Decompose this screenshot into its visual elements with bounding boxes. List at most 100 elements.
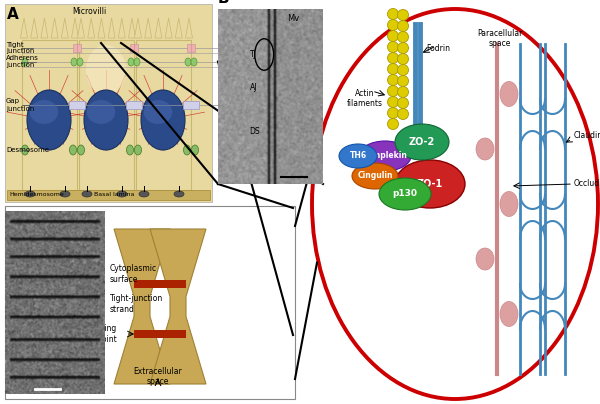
Ellipse shape bbox=[139, 191, 149, 197]
Polygon shape bbox=[175, 18, 182, 38]
Bar bbox=[7, 190, 210, 200]
Ellipse shape bbox=[22, 58, 28, 66]
Ellipse shape bbox=[174, 191, 184, 197]
Ellipse shape bbox=[500, 301, 518, 326]
Polygon shape bbox=[150, 229, 206, 384]
Circle shape bbox=[388, 8, 398, 19]
Ellipse shape bbox=[339, 144, 377, 168]
Text: ZO-2: ZO-2 bbox=[409, 137, 435, 147]
Ellipse shape bbox=[233, 145, 239, 155]
Bar bbox=[134, 280, 186, 288]
Polygon shape bbox=[20, 18, 28, 38]
Bar bbox=[134, 330, 186, 338]
Circle shape bbox=[388, 53, 398, 63]
Bar bbox=[79, 40, 134, 190]
Text: Microvilli: Microvilli bbox=[72, 8, 106, 17]
Text: TJ: TJ bbox=[250, 50, 256, 59]
Ellipse shape bbox=[395, 124, 449, 160]
Polygon shape bbox=[71, 18, 79, 38]
Bar bbox=[183, 101, 199, 109]
Text: TH6: TH6 bbox=[349, 152, 367, 160]
Ellipse shape bbox=[27, 90, 71, 150]
Text: A: A bbox=[7, 7, 19, 22]
Polygon shape bbox=[108, 18, 115, 38]
Bar bbox=[69, 101, 85, 109]
Polygon shape bbox=[41, 18, 48, 38]
Text: Tight-junction
strand: Tight-junction strand bbox=[110, 294, 163, 314]
Bar bbox=[136, 40, 191, 190]
Bar bbox=[187, 44, 191, 52]
Circle shape bbox=[388, 63, 398, 74]
Ellipse shape bbox=[127, 145, 133, 155]
Circle shape bbox=[398, 65, 409, 76]
Ellipse shape bbox=[60, 191, 70, 197]
Circle shape bbox=[398, 53, 409, 65]
Text: Kissing
point: Kissing point bbox=[90, 324, 117, 344]
Ellipse shape bbox=[134, 145, 142, 155]
Text: p130: p130 bbox=[392, 189, 418, 198]
Text: AJ: AJ bbox=[250, 83, 257, 92]
Bar bbox=[5, 4, 212, 202]
Ellipse shape bbox=[476, 248, 494, 270]
Polygon shape bbox=[77, 18, 85, 38]
Text: Extracellular
space: Extracellular space bbox=[134, 366, 182, 386]
Bar bbox=[77, 44, 81, 52]
Text: Paracellular
space: Paracellular space bbox=[478, 29, 523, 48]
Text: Occludin: Occludin bbox=[574, 179, 600, 189]
Ellipse shape bbox=[141, 90, 185, 150]
Ellipse shape bbox=[352, 163, 398, 189]
Bar bbox=[134, 44, 138, 52]
Circle shape bbox=[398, 76, 409, 86]
Text: Actin
filaments: Actin filaments bbox=[347, 89, 383, 108]
Ellipse shape bbox=[77, 58, 83, 66]
Ellipse shape bbox=[87, 100, 115, 124]
Polygon shape bbox=[165, 18, 172, 38]
Text: DS: DS bbox=[250, 127, 260, 136]
Ellipse shape bbox=[184, 145, 191, 155]
Polygon shape bbox=[98, 18, 105, 38]
Ellipse shape bbox=[77, 145, 85, 155]
Polygon shape bbox=[118, 18, 125, 38]
Ellipse shape bbox=[86, 45, 126, 95]
Text: B: B bbox=[218, 0, 230, 6]
Circle shape bbox=[388, 107, 398, 118]
Text: Cytoplasmic
surface: Cytoplasmic surface bbox=[110, 264, 157, 284]
Bar bbox=[5, 206, 295, 399]
Ellipse shape bbox=[500, 191, 518, 217]
Ellipse shape bbox=[312, 9, 598, 399]
Text: Claudin: Claudin bbox=[574, 131, 600, 141]
Text: Cingulin: Cingulin bbox=[357, 172, 393, 181]
Text: Desmosome: Desmosome bbox=[6, 147, 49, 153]
Ellipse shape bbox=[30, 100, 58, 124]
Polygon shape bbox=[114, 229, 170, 384]
Polygon shape bbox=[88, 18, 95, 38]
Ellipse shape bbox=[191, 145, 199, 155]
Text: Hemidesmosome: Hemidesmosome bbox=[10, 192, 64, 198]
Circle shape bbox=[398, 86, 409, 97]
Text: Tight
junction: Tight junction bbox=[6, 42, 34, 55]
Ellipse shape bbox=[84, 90, 128, 150]
Bar bbox=[218, 9, 323, 184]
Circle shape bbox=[388, 97, 398, 107]
Text: Fodrin: Fodrin bbox=[426, 44, 450, 53]
Ellipse shape bbox=[395, 160, 465, 208]
Text: ZO-1: ZO-1 bbox=[417, 179, 443, 189]
Circle shape bbox=[388, 30, 398, 42]
Bar bbox=[191, 44, 195, 52]
Ellipse shape bbox=[359, 141, 411, 171]
Ellipse shape bbox=[128, 58, 134, 66]
Polygon shape bbox=[145, 18, 152, 38]
Circle shape bbox=[398, 32, 409, 42]
Circle shape bbox=[398, 97, 409, 109]
Polygon shape bbox=[31, 18, 38, 38]
Ellipse shape bbox=[22, 145, 29, 155]
Circle shape bbox=[398, 109, 409, 120]
Bar bbox=[130, 44, 134, 52]
Text: Adherens
junction: Adherens junction bbox=[6, 55, 39, 69]
Circle shape bbox=[388, 42, 398, 53]
Bar bbox=[22, 40, 77, 190]
Ellipse shape bbox=[134, 58, 140, 66]
Ellipse shape bbox=[25, 191, 35, 197]
Circle shape bbox=[398, 42, 409, 53]
Ellipse shape bbox=[191, 58, 197, 66]
